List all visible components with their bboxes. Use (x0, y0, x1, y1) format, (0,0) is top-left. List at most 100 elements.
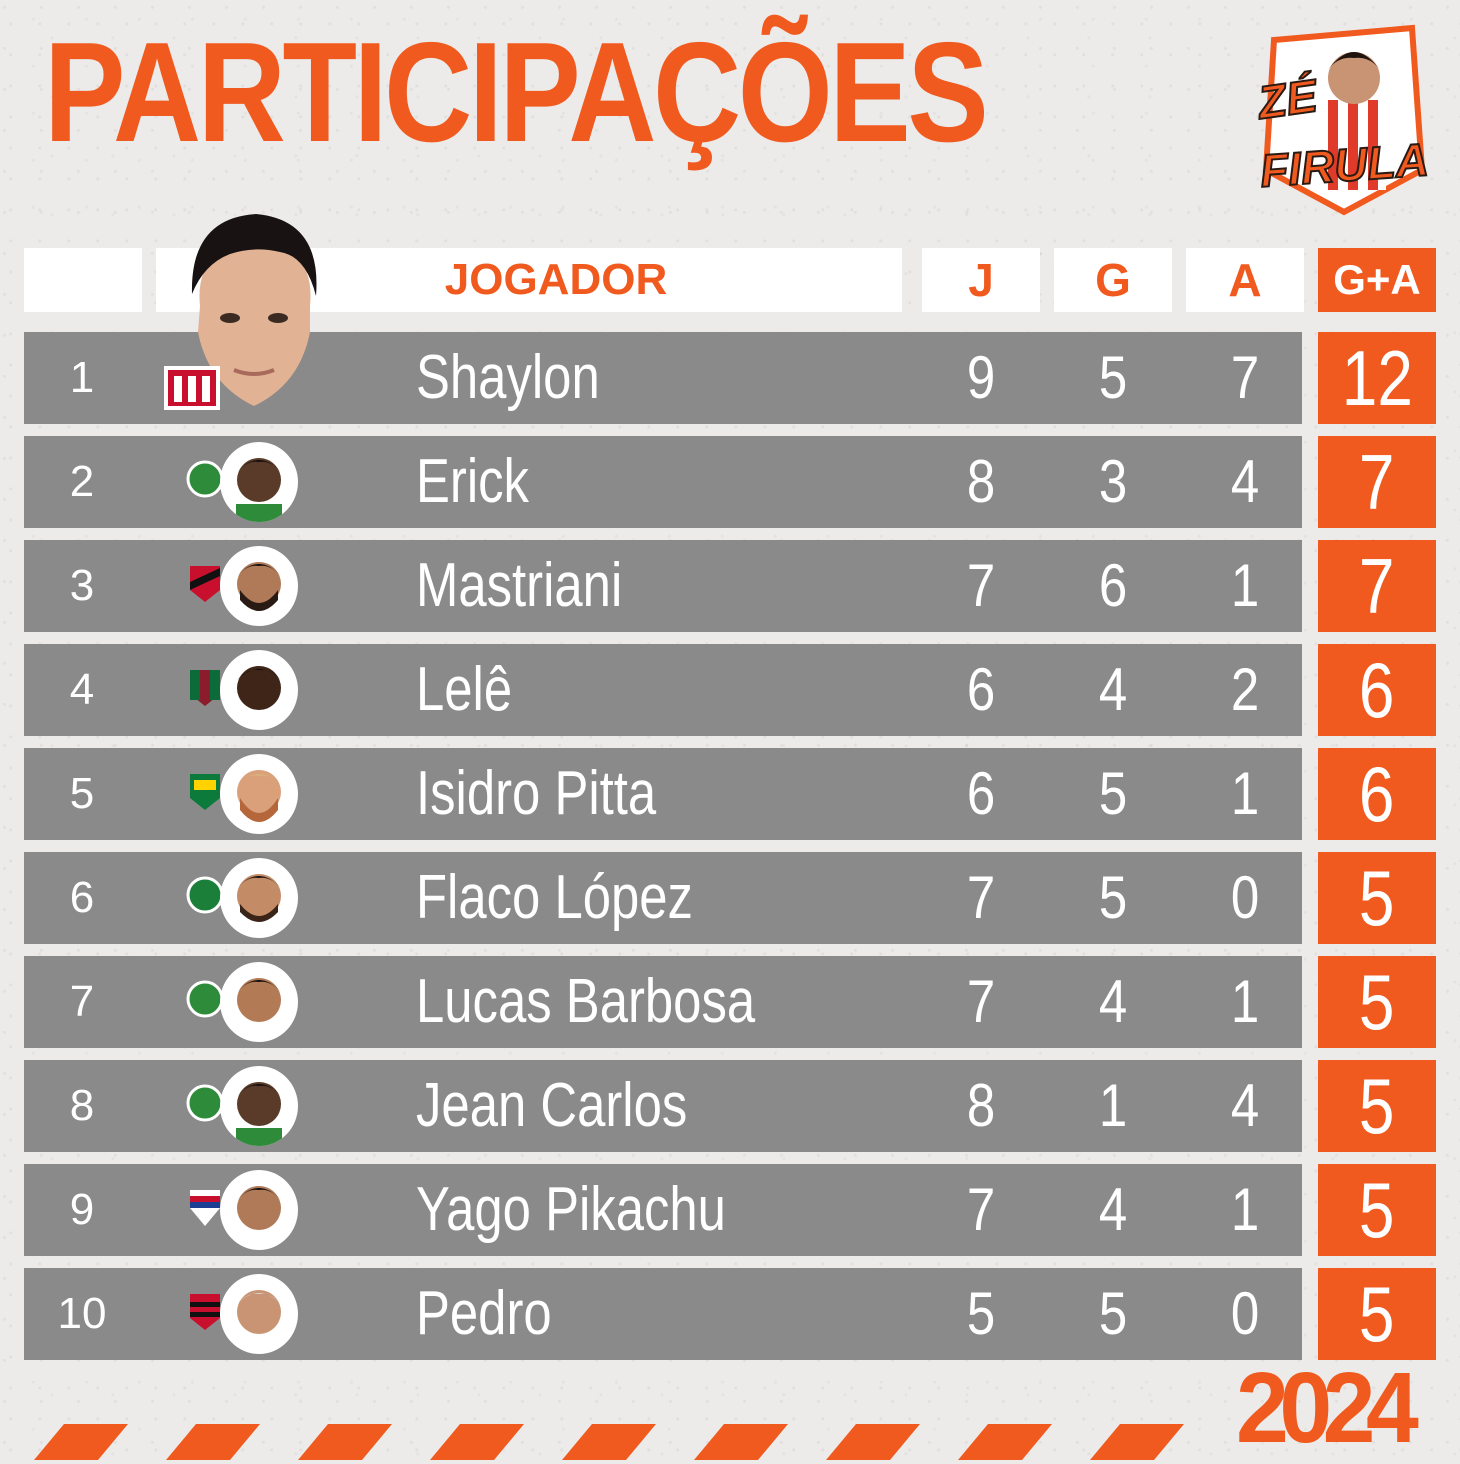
table-row: 10 Pedro 5 5 0 (24, 1268, 1302, 1360)
ga-total: 5 (1318, 852, 1436, 944)
player-avatar (220, 754, 298, 834)
stat-j: 6 (966, 760, 996, 827)
logo-text-ze: ZÉ (1254, 68, 1321, 130)
table-row: 5 Isidro Pitta 6 5 1 (24, 748, 1302, 840)
table-row: 7 Lucas Barbosa 7 4 1 (24, 956, 1302, 1048)
player-name: Lelê (416, 655, 513, 724)
featured-player-photo (170, 210, 338, 410)
ga-value: 5 (1359, 1062, 1395, 1150)
ze-firula-logo: ZÉ FIRULA (1254, 20, 1432, 216)
rank: 3 (69, 561, 95, 610)
column-header-j: J (968, 254, 994, 306)
ga-total: 6 (1318, 748, 1436, 840)
decorative-stripes (34, 1424, 1184, 1460)
ga-value: 5 (1359, 854, 1395, 942)
ga-total: 5 (1318, 1060, 1436, 1152)
ga-value: 12 (1341, 334, 1413, 422)
player-avatar (220, 546, 298, 626)
stat-a: 1 (1230, 1176, 1260, 1243)
club-badge-icon (186, 978, 224, 1020)
club-badge-icon (186, 458, 224, 500)
club-badge-icon (186, 1186, 224, 1228)
stat-g: 4 (1098, 1176, 1128, 1243)
rank: 9 (69, 1185, 95, 1234)
stat-g: 1 (1098, 1072, 1128, 1139)
ga-total: 7 (1318, 436, 1436, 528)
ga-value: 5 (1359, 1166, 1395, 1254)
column-header-ga: G+A (1333, 256, 1421, 303)
stat-g: 5 (1098, 760, 1128, 827)
stat-g: 4 (1098, 656, 1128, 723)
stat-g: 5 (1098, 344, 1128, 411)
rank: 2 (69, 457, 95, 506)
club-badge-icon (186, 1290, 224, 1332)
ga-total: 7 (1318, 540, 1436, 632)
table-row: 2 Erick 8 3 4 (24, 436, 1302, 528)
table-row: 9 Yago Pikachu 7 4 1 (24, 1164, 1302, 1256)
stat-a: 1 (1230, 552, 1260, 619)
stat-a: 2 (1230, 656, 1260, 723)
header-a-cell: A (1186, 248, 1304, 312)
table-row: 3 Mastriani 7 6 1 (24, 540, 1302, 632)
ga-value: 6 (1359, 646, 1395, 734)
ga-value: 7 (1359, 438, 1395, 526)
rank: 7 (69, 977, 95, 1026)
stat-j: 6 (966, 656, 996, 723)
club-badge-icon (186, 874, 224, 916)
column-header-g: G (1095, 254, 1131, 306)
stat-a: 0 (1230, 1280, 1260, 1347)
season-year: 2024 (1236, 1352, 1419, 1464)
stat-j: 7 (966, 864, 996, 931)
club-badge-icon (186, 770, 224, 812)
column-header-player: JOGADOR (444, 255, 668, 304)
club-badge-icon (186, 666, 224, 708)
player-name: Erick (416, 447, 529, 516)
club-badge-icon (162, 356, 222, 412)
stat-j: 7 (966, 1176, 996, 1243)
page-title: PARTICIPAÇÕES (44, 13, 989, 172)
player-avatar (220, 1170, 298, 1250)
rank: 6 (69, 873, 95, 922)
table-row: 8 Jean Carlos 8 1 4 (24, 1060, 1302, 1152)
ga-total: 5 (1318, 956, 1436, 1048)
column-header-a: A (1228, 254, 1262, 306)
stat-j: 7 (966, 552, 996, 619)
stat-a: 1 (1230, 760, 1260, 827)
player-name: Shaylon (416, 343, 600, 412)
player-avatar (220, 1274, 298, 1354)
player-name: Pedro (416, 1279, 552, 1348)
player-name: Isidro Pitta (416, 759, 657, 828)
player-avatar (220, 962, 298, 1042)
stat-g: 6 (1098, 552, 1128, 619)
stat-a: 0 (1230, 864, 1260, 931)
rank: 5 (69, 769, 95, 818)
player-avatar (220, 650, 298, 730)
ga-total: 12 (1318, 332, 1436, 424)
stat-a: 4 (1230, 448, 1260, 515)
stat-g: 5 (1098, 1280, 1128, 1347)
player-name: Flaco López (416, 863, 693, 932)
header-blank-cell (24, 248, 142, 312)
ga-value: 5 (1359, 1270, 1395, 1358)
ga-value: 6 (1359, 750, 1395, 838)
stat-g: 4 (1098, 968, 1128, 1035)
club-badge-icon (186, 562, 224, 604)
header-g-cell: G (1054, 248, 1172, 312)
stat-g: 5 (1098, 864, 1128, 931)
player-name: Jean Carlos (416, 1071, 688, 1140)
ga-total: 6 (1318, 644, 1436, 736)
rank: 4 (69, 665, 95, 714)
stat-g: 3 (1098, 448, 1128, 515)
club-badge-icon (186, 1082, 224, 1124)
stat-j: 8 (966, 1072, 996, 1139)
ga-total: 5 (1318, 1164, 1436, 1256)
header-ga-cell: G+A (1318, 248, 1436, 312)
player-name: Mastriani (416, 551, 623, 620)
ga-total: 5 (1318, 1268, 1436, 1360)
player-avatar (220, 858, 298, 938)
rank: 1 (69, 353, 95, 402)
table-row: 4 Lelê 6 4 2 (24, 644, 1302, 736)
rank: 10 (57, 1289, 107, 1338)
player-name: Yago Pikachu (416, 1175, 726, 1244)
table-row: 6 Flaco López 7 5 0 (24, 852, 1302, 944)
